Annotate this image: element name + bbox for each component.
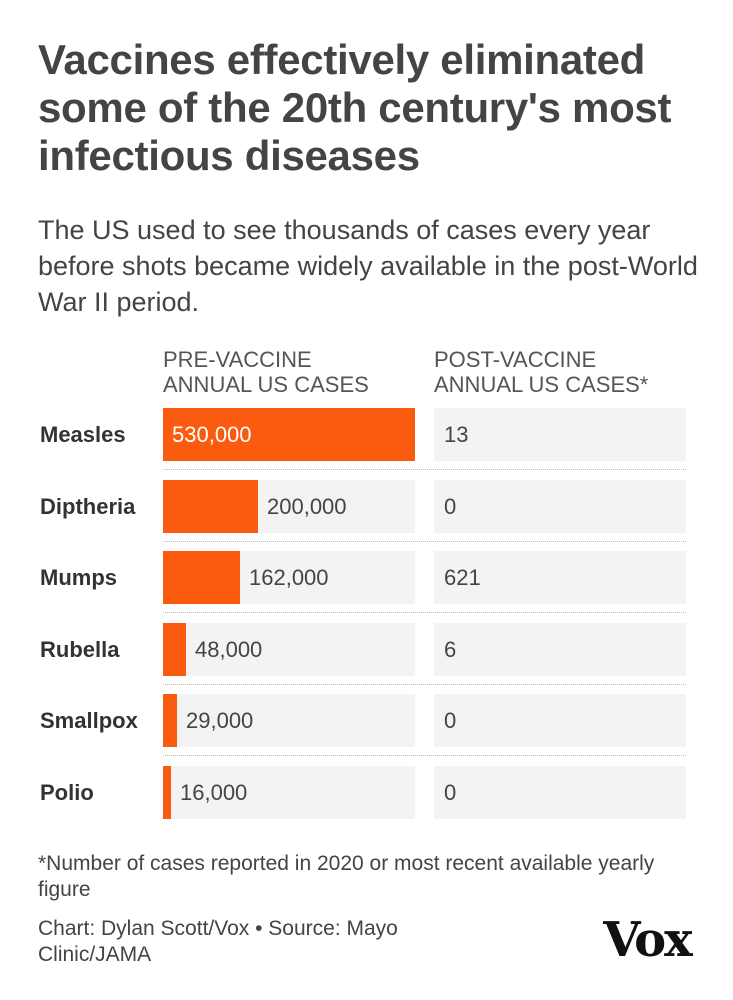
pre-vaccine-bar bbox=[163, 408, 415, 461]
pre-vaccine-header-line-1: PRE-VACCINE bbox=[163, 347, 312, 372]
row-label: Measles bbox=[40, 422, 126, 447]
bar-track bbox=[163, 765, 415, 819]
pre-vaccine-value-label: 200,000 bbox=[267, 493, 347, 519]
vox-logo: Vox bbox=[602, 912, 695, 968]
footnote: *Number of cases reported in 2020 or mos… bbox=[38, 852, 655, 901]
pre-vaccine-column-header: PRE-VACCINE ANNUAL US CASES bbox=[163, 347, 369, 397]
post-vaccine-column-header: POST-VACCINE ANNUAL US CASES* bbox=[434, 347, 648, 397]
table-row: Mumps 162,000 621 bbox=[38, 551, 690, 623]
pre-vaccine-value-label: 162,000 bbox=[249, 565, 329, 590]
pre-vaccine-bar bbox=[163, 622, 186, 676]
pre-vaccine-value-label: 29,000 bbox=[186, 708, 254, 733]
pre-vaccine-bar bbox=[163, 551, 240, 604]
row-label: Polio bbox=[40, 779, 94, 805]
post-vaccine-header-line-1: POST-VACCINE bbox=[434, 347, 597, 372]
source-credit: Chart: Dylan Scott/Vox • Source: Mayo Cl… bbox=[38, 917, 398, 966]
row-separator bbox=[163, 683, 686, 685]
post-vaccine-value-label: 6 bbox=[444, 636, 457, 662]
bar-track bbox=[163, 694, 415, 747]
pre-vaccine-header-line-2: ANNUAL US CASES bbox=[163, 372, 369, 397]
chart-subtitle: The US used to see thousands of cases ev… bbox=[38, 215, 698, 317]
table-row: Diptheria 200,000 0 bbox=[38, 479, 690, 552]
post-vaccine-header-line-2: ANNUAL US CASES* bbox=[434, 372, 649, 397]
post-vaccine-value-label: 13 bbox=[444, 422, 469, 447]
post-vaccine-value-label: 0 bbox=[444, 493, 457, 519]
pre-vaccine-value-label: 48,000 bbox=[195, 636, 263, 662]
table-row: Smallpox 29,000 0 bbox=[38, 694, 690, 766]
vox-logo-text: Vox bbox=[602, 912, 693, 968]
row-label: Smallpox bbox=[40, 708, 138, 733]
post-vaccine-cell: 0 bbox=[434, 479, 686, 533]
table-row: Measles 530,000 13 bbox=[38, 408, 690, 480]
post-vaccine-cell: 13 bbox=[434, 408, 686, 461]
post-vaccine-cell: 0 bbox=[434, 765, 686, 819]
post-vaccine-value-label: 0 bbox=[444, 708, 457, 733]
pre-vaccine-bar bbox=[163, 765, 171, 819]
row-separator bbox=[163, 755, 686, 756]
row-label: Mumps bbox=[40, 565, 117, 590]
pre-vaccine-bar bbox=[163, 479, 258, 533]
row-label: Diptheria bbox=[40, 493, 136, 519]
row-separator bbox=[163, 469, 686, 470]
post-vaccine-value-label: 0 bbox=[444, 779, 457, 805]
bar-track bbox=[163, 622, 415, 676]
post-vaccine-value-label: 621 bbox=[444, 565, 481, 590]
row-separator bbox=[163, 612, 686, 613]
pre-vaccine-bar bbox=[163, 694, 177, 747]
pre-vaccine-value-label: 530,000 bbox=[172, 422, 252, 447]
chart-title: Vaccines effectively eliminated some of … bbox=[38, 36, 672, 179]
post-vaccine-cell: 0 bbox=[434, 694, 686, 747]
bar-chart: Measles 530,000 13 Diptheria 200,000 0 Mumps 16… bbox=[38, 408, 690, 837]
table-row: Rubella 48,000 6 bbox=[38, 622, 690, 695]
post-vaccine-cell: 6 bbox=[434, 622, 686, 676]
table-row: Polio 16,000 0 bbox=[38, 765, 690, 838]
post-vaccine-cell: 621 bbox=[434, 551, 686, 604]
row-label: Rubella bbox=[40, 636, 120, 662]
pre-vaccine-value-label: 16,000 bbox=[180, 779, 248, 805]
row-separator bbox=[163, 540, 686, 542]
